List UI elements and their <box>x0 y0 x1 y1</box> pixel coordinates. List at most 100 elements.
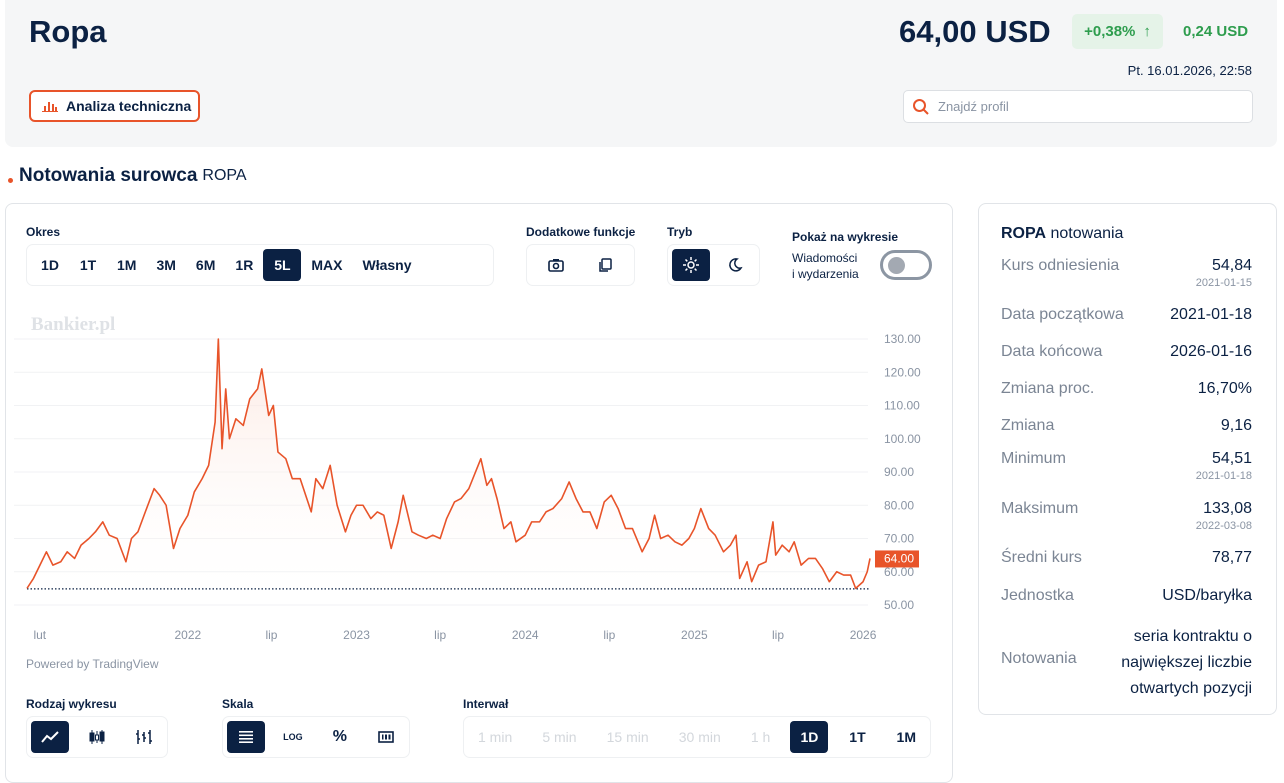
row-label: Średni kurs <box>1001 549 1082 566</box>
interval-1m[interactable]: 1M <box>896 729 916 745</box>
period-max[interactable]: MAX <box>311 257 343 273</box>
period-selector: 1D 1T 1M 3M 6M 1R 5L MAX Własny <box>26 244 494 286</box>
current-price: 64,00 USD <box>899 14 1051 49</box>
copy-icon <box>599 258 612 272</box>
line-chart-icon <box>41 731 59 743</box>
interval-1d[interactable]: 1D <box>790 721 829 753</box>
y-tick-label: 120.00 <box>884 365 921 379</box>
interval-15min: 15 min <box>606 729 649 745</box>
candlestick-button[interactable] <box>78 721 116 753</box>
percent-scale-button[interactable]: % <box>332 728 347 745</box>
quote-datetime: Pt. 16.01.2026, 22:58 <box>1127 63 1252 78</box>
camera-icon <box>547 259 564 272</box>
y-tick-label: 70.00 <box>884 532 914 546</box>
moon-icon <box>729 258 743 272</box>
scale-label: Skala <box>222 697 254 711</box>
y-tick-label: 90.00 <box>884 465 914 479</box>
y-tick-label: 100.00 <box>884 432 921 446</box>
row-value: 133,08 <box>1203 500 1252 517</box>
y-tick-label: 130.00 <box>884 332 921 346</box>
toggle-knob <box>888 257 905 274</box>
row-value-line: seria kontraktu o <box>1133 628 1252 645</box>
row-value-line: otwartych pozycji <box>1130 680 1252 697</box>
row-label: Jednostka <box>1001 587 1074 604</box>
light-mode-button[interactable] <box>672 249 710 281</box>
interval-selector: 1 min 5 min 15 min 30 min 1 h 1D 1T 1M <box>463 716 931 758</box>
row-date: 2022-03-08 <box>1195 520 1252 532</box>
screenshot-button[interactable] <box>537 249 575 281</box>
row-value: 54,51 <box>1211 450 1252 467</box>
period-5l[interactable]: 5L <box>263 249 302 281</box>
period-1d[interactable]: 1D <box>41 257 59 273</box>
period-1r[interactable]: 1R <box>235 257 254 273</box>
period-własny[interactable]: Własny <box>362 257 412 273</box>
row-value: 2021-01-18 <box>1170 306 1252 323</box>
arrow-up-icon: ↑ <box>1143 23 1151 40</box>
row-label: Data końcowa <box>1001 343 1103 360</box>
bullet-dot <box>8 177 13 183</box>
period-1m[interactable]: 1M <box>117 257 137 273</box>
news-label-line2: i wydarzenia <box>792 267 859 281</box>
row-value: USD/baryłka <box>1162 587 1252 604</box>
price-line <box>26 338 871 590</box>
row-label: Minimum <box>1001 450 1066 467</box>
row-label: Zmiana proc. <box>1001 380 1095 397</box>
row-value: 16,70% <box>1197 380 1252 397</box>
news-events-toggle[interactable] <box>880 250 932 280</box>
technical-analysis-button[interactable]: Analiza techniczna <box>29 90 200 122</box>
row-label: Notowania <box>1001 650 1077 667</box>
interval-1min: 1 min <box>478 729 513 745</box>
x-tick-label: 2023 <box>343 628 370 642</box>
panel-title: ROPA notowania <box>1001 225 1123 243</box>
period-3m[interactable]: 3M <box>156 257 176 273</box>
extra-features-label: Dodatkowe funkcje <box>526 225 636 239</box>
chart-type-label: Rodzaj wykresu <box>26 697 117 711</box>
log-scale-button[interactable]: LOG <box>283 732 303 742</box>
period-1t[interactable]: 1T <box>79 257 97 273</box>
x-tick-label: 2025 <box>681 628 708 642</box>
y-tick-label: 110.00 <box>884 399 920 413</box>
row-value-line: największej liczbie <box>1121 654 1252 671</box>
ohlc-bars-button[interactable] <box>125 721 163 753</box>
price-area <box>27 339 870 605</box>
interval-1h: 1 h <box>750 729 771 745</box>
page-title: Ropa <box>29 14 107 49</box>
line-chart-button[interactable] <box>31 721 69 753</box>
copy-button[interactable] <box>586 249 624 281</box>
indexed-scale-button[interactable] <box>367 721 405 753</box>
row-value: 9,16 <box>1220 417 1252 434</box>
search-placeholder: Znajdź profil <box>938 99 1009 114</box>
period-6m[interactable]: 6M <box>195 257 216 273</box>
scale-group: LOG % <box>222 716 410 758</box>
watermark: Bankier.pl <box>31 314 115 335</box>
technical-analysis-label: Analiza techniczna <box>66 98 192 114</box>
interval-5min: 5 min <box>542 729 577 745</box>
change-percent: +0,38% <box>1084 23 1136 40</box>
interval-1t[interactable]: 1T <box>849 729 866 745</box>
interval-30min: 30 min <box>678 729 721 745</box>
quote-summary-panel <box>978 203 1277 715</box>
show-on-chart-label: Pokaż na wykresie <box>792 230 899 244</box>
section-ticker: ROPA <box>202 167 247 184</box>
panel-ticker: ROPA <box>1001 225 1047 242</box>
profile-search-input[interactable]: Znajdź profil <box>903 90 1253 123</box>
change-badge: +0,38% ↑ <box>1072 14 1163 49</box>
row-value: 2026-01-16 <box>1170 343 1252 360</box>
row-value: 78,77 <box>1211 549 1252 566</box>
price-chart[interactable]: Bankier.pl 130.00 120.00 110.00 100.00 90.00 8… <box>0 300 950 680</box>
mode-group <box>667 244 760 286</box>
row-label: Data początkowa <box>1001 306 1124 323</box>
news-label: Wiadomości i wydarzenia <box>792 250 859 282</box>
dark-mode-button[interactable] <box>716 249 754 281</box>
y-tick-label: 60.00 <box>884 565 914 579</box>
row-label: Kurs odniesienia <box>1001 257 1120 274</box>
x-tick-label: 2022 <box>174 628 201 642</box>
linear-scale-button[interactable] <box>227 721 265 753</box>
news-label-line1: Wiadomości <box>792 251 858 265</box>
section-title: Notowania surowca <box>19 165 198 186</box>
period-label: Okres <box>26 225 61 239</box>
index-100-icon <box>378 731 394 743</box>
row-date: 2021-01-15 <box>1195 277 1252 289</box>
x-tick-label: lip <box>265 628 277 642</box>
powered-by-tradingview: Powered by TradingView <box>26 657 159 671</box>
